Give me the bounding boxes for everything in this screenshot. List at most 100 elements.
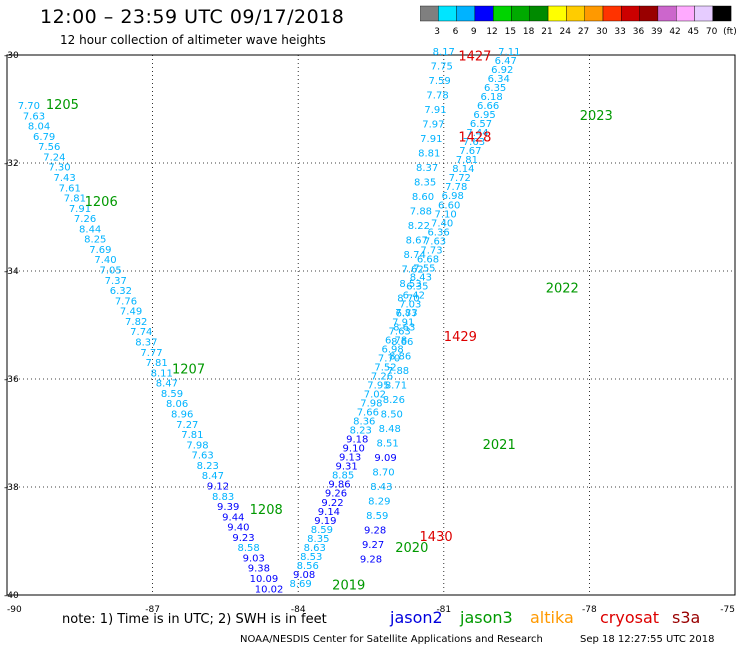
wave-height-value: 7.81 [181,430,203,441]
wave-height-value: 6.34 [488,74,510,85]
wave-height-value: 8.23 [197,461,219,472]
wave-height-value: 8.66 [391,337,413,348]
colorbar-label: 30 [596,27,608,37]
wave-height-value: 7.52 [374,363,396,374]
map-title: 12:00 – 23:59 UTC 09/17/2018 [40,6,345,28]
wave-height-value: 8.35 [307,534,329,545]
wave-height-value: 9.86 [328,480,350,491]
wave-height-value: 8.83 [212,492,234,503]
wave-height-value: 7.26 [371,372,393,383]
wave-height-value: 8.43 [410,272,432,283]
wave-height-value: 7.77 [140,348,162,359]
wave-height-value: 6.35 [484,83,506,94]
wave-height-value: 7.63 [23,111,45,122]
wave-height-value: 8.36 [353,417,375,428]
wave-height-value: 8.11 [151,368,173,379]
wave-height-value: 8.43 [370,482,392,493]
wave-height-value: 8.51 [377,439,399,450]
longitude-tick-label: -81 [436,605,451,615]
wave-height-value: 7.49 [120,307,142,318]
wave-height-value: 6.60 [438,200,460,211]
map-plot: -90 -87 -84 -81 -78 -75 -30 -32 -34 -36 -38 -40 7.70… [4,47,736,615]
wave-height-value: 7.76 [115,296,137,307]
colorbar-label: 36 [633,27,645,37]
colorbar-label: 33 [614,27,625,37]
wave-height-value: 7.11 [498,47,520,58]
pass-time-label: 1430 [420,530,453,545]
wave-height-value: 6.98 [442,191,464,202]
wave-height-value: 7.66 [357,408,379,419]
wave-height-value: 7.97 [422,120,444,131]
pass-time-label: 1205 [46,98,79,113]
wave-height-value: 7.72 [449,173,471,184]
wave-height-value: 9.22 [321,498,343,509]
wave-height-value: 7.03 [399,299,421,310]
wave-height-value: 8.37 [416,163,438,174]
wave-height-value: 8.53 [399,279,421,290]
wave-height-value: 7.67 [459,146,481,157]
wave-height-value: 6.95 [473,110,495,121]
pass-time-label: 1427 [458,49,491,64]
wave-height-value: 9.38 [248,564,270,575]
wave-height-value: 6.68 [417,254,439,265]
wave-height-value: 7.63 [424,236,446,247]
wave-height-value: 7.70 [18,101,40,112]
wave-height-value: 7.83 [395,308,417,319]
colorbar-label: 27 [578,27,589,37]
wave-height-value: 8.59 [311,525,333,536]
wave-height-value: 6.78 [385,335,407,346]
pass-time-label: 2021 [483,438,516,453]
pass-time-label: 2019 [332,579,365,594]
wave-height-value: 9.08 [293,570,315,581]
wave-height-value: 7.55 [413,263,435,274]
colorbar-label: 21 [541,27,552,37]
wave-height-value: 8.06 [166,399,188,410]
wave-height-value: 10.09 [250,574,279,585]
satellite-legend-jason2: jason2 [390,608,443,627]
longitude-tick-label: -87 [145,605,160,615]
wave-height-value: 6.35 [406,281,428,292]
wave-height-value: 7.27 [176,420,198,431]
wave-height-value: 7.43 [53,173,75,184]
wave-height-value: 8.26 [383,395,405,406]
wave-height-value: 7.95 [367,381,389,392]
wave-height-value: 8.67 [406,236,428,247]
wave-height-value: 9.28 [364,526,386,537]
colorbar-label: 24 [560,27,572,37]
wave-height-value: 7.63 [463,137,485,148]
wave-height-value: 6.32 [110,286,132,297]
wave-height-value: 8.37 [135,338,157,349]
wave-height-value: 7.56 [38,142,60,153]
wave-height-value: 7.91 [392,317,414,328]
wave-height-value: 8.56 [297,561,319,572]
wave-height-value: 7.05 [99,266,121,277]
wave-height-value: 8.96 [171,409,193,420]
wave-height-value: 7.70 [378,354,400,365]
latitude-tick-label: -32 [4,159,19,169]
wave-height-value: 8.53 [300,552,322,563]
colorbar-swatch [712,5,732,22]
wave-height-value: 9.12 [207,481,229,492]
wave-height-value: 6.57 [470,119,492,130]
colorbar-label: 15 [505,27,516,37]
wave-height-value: 8.04 [28,122,50,133]
wave-height-value: 7.98 [186,440,208,451]
wave-height-value: 7.91 [420,134,442,145]
wave-height-value: 7.88 [387,366,409,377]
map-subtitle: 12 hour collection of altimeter wave hei… [60,33,326,47]
wave-height-value: 6.79 [33,132,55,143]
wave-height-value: 7.91 [69,204,91,215]
wave-height-value: 8.63 [393,323,415,334]
latitude-tick-label: -30 [4,51,19,61]
wave-height-value: 8.81 [418,149,440,160]
pass-time-label: 1208 [250,503,283,518]
satellite-legend-cryosat: cryosat [600,608,660,627]
wave-height-value: 6.36 [427,227,449,238]
wave-height-value: 9.18 [346,435,368,446]
wave-height-value: 9.14 [318,507,340,518]
wave-height-value: 6.66 [477,101,499,112]
colorbar-label: 9 [471,27,477,37]
wave-height-value: 8.29 [368,497,390,508]
wave-height-value: 8.74 [404,250,426,261]
satellite-legend-s3a: s3a [672,608,701,627]
